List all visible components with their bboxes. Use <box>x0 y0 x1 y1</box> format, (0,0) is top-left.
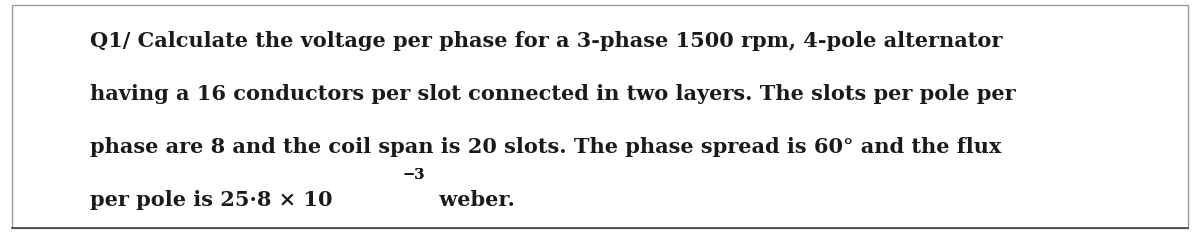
Text: weber.: weber. <box>432 190 515 210</box>
Text: −3: −3 <box>403 168 425 182</box>
FancyBboxPatch shape <box>12 5 1188 228</box>
Text: having a 16 conductors per slot connected in two layers. The slots per pole per: having a 16 conductors per slot connecte… <box>90 84 1015 104</box>
Text: phase are 8 and the coil span is 20 slots. The phase spread is 60° and the flux: phase are 8 and the coil span is 20 slot… <box>90 137 1001 157</box>
Text: per pole is 25·8 × 10: per pole is 25·8 × 10 <box>90 190 332 210</box>
Text: −3: −3 <box>403 168 425 182</box>
Text: Q1/ Calculate the voltage per phase for a 3-phase 1500 rpm, 4-pole alternator: Q1/ Calculate the voltage per phase for … <box>90 31 1002 51</box>
